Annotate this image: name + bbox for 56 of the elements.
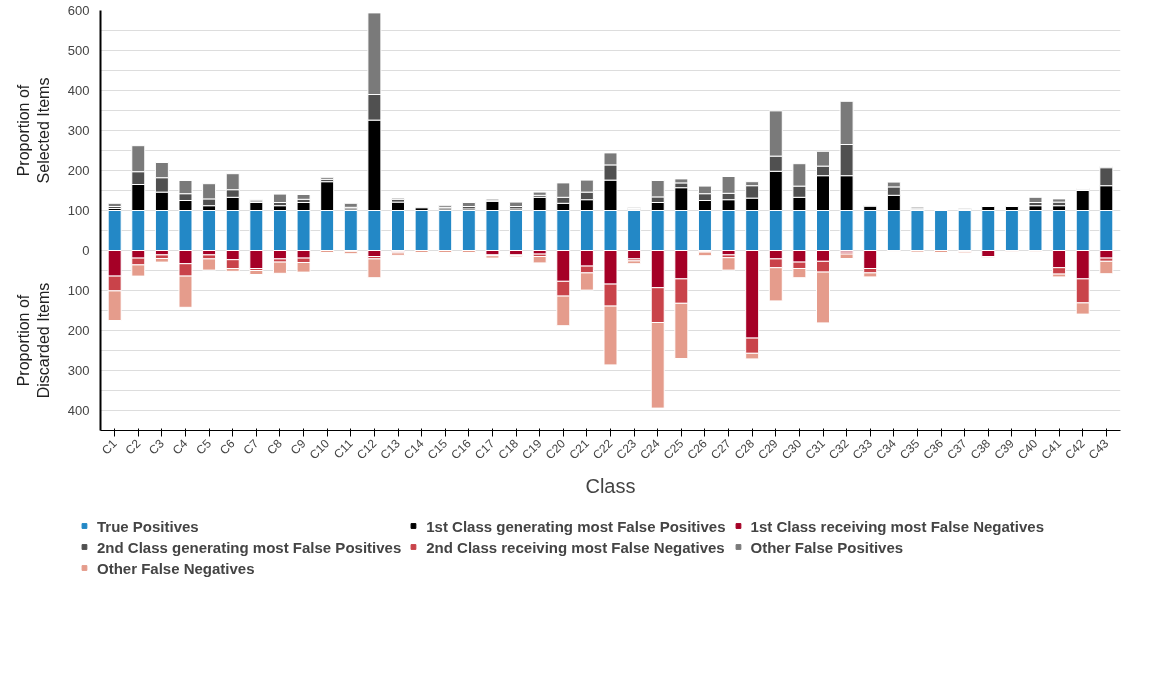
x-tick-label: C20 — [542, 436, 569, 463]
x-tick-label: C5 — [193, 436, 215, 458]
x-tick-label: C12 — [353, 436, 380, 463]
x-tick-label: C27 — [708, 436, 734, 463]
x-tick-label: C6 — [216, 436, 238, 458]
x-tick-label: C43 — [1085, 436, 1112, 463]
x-tick-label: C19 — [519, 436, 545, 463]
x-tick-label: C10 — [306, 436, 333, 463]
y-axis-title: Proportion of Selected Items — [14, 77, 53, 184]
x-axis-title: Class — [585, 474, 636, 497]
x-tick-label: C36 — [920, 436, 947, 463]
x-tick-label: C29 — [755, 436, 781, 463]
x-tick-label: C8 — [264, 436, 286, 458]
x-tick-label: C24 — [637, 436, 663, 463]
y-tick-label: 200 — [67, 163, 90, 178]
legend-label: 1st Class receiving most False Negatives — [750, 517, 1045, 534]
x-tick-label: C42 — [1062, 436, 1088, 463]
x-tick-label: C4 — [169, 436, 191, 458]
y-tick-label: 100 — [67, 283, 90, 298]
x-tick-label: C11 — [330, 436, 356, 462]
x-tick-label: C14 — [401, 436, 427, 463]
legend-label: 1st Class generating most False Positives — [426, 517, 726, 534]
legend-label: 2nd Class generating most False Positives — [96, 538, 402, 555]
x-tick-label: C26 — [684, 436, 711, 463]
y-tick-label: 500 — [67, 43, 90, 58]
x-tick-label: C41 — [1038, 436, 1065, 463]
legend-label: True Positives — [96, 517, 199, 534]
y-tick-label: 100 — [67, 203, 90, 218]
y-tick-label: 600 — [67, 3, 90, 18]
x-tick-label: C15 — [424, 436, 451, 463]
x-tick-label: C7 — [240, 436, 262, 458]
x-tick-label: C18 — [495, 436, 522, 463]
legend-label: 2nd Class receiving most False Negatives — [426, 538, 725, 555]
x-tick-label: C9 — [287, 436, 309, 458]
y-tick-label: 0 — [82, 243, 90, 258]
x-tick-label: C37 — [944, 436, 970, 463]
x-tick-label: C33 — [849, 436, 876, 463]
x-tick-label: C2 — [122, 436, 144, 458]
y-tick-label: 300 — [67, 123, 90, 138]
legend-label: Other False Negatives — [96, 559, 255, 576]
text: Proportion of Discarded Items — [14, 282, 53, 399]
x-tick-label: C38 — [967, 436, 994, 463]
x-tick-label: C32 — [826, 436, 852, 463]
x-tick-label: C1 — [98, 436, 120, 458]
legend-label: Other False Positives — [750, 538, 904, 555]
y-tick-label: 200 — [67, 323, 90, 338]
y-tick-label: 400 — [67, 403, 90, 418]
x-tick-label: C25 — [660, 436, 687, 463]
x-tick-label: C23 — [613, 436, 640, 463]
x-tick-label: C31 — [802, 436, 829, 463]
x-tick-label: C30 — [778, 436, 805, 463]
x-tick-label: C3 — [146, 436, 168, 458]
x-tick-label: C28 — [731, 436, 758, 463]
x-tick-label: C13 — [377, 436, 404, 463]
y-tick-label: 400 — [67, 83, 90, 98]
y-tick-label: 300 — [67, 363, 90, 378]
